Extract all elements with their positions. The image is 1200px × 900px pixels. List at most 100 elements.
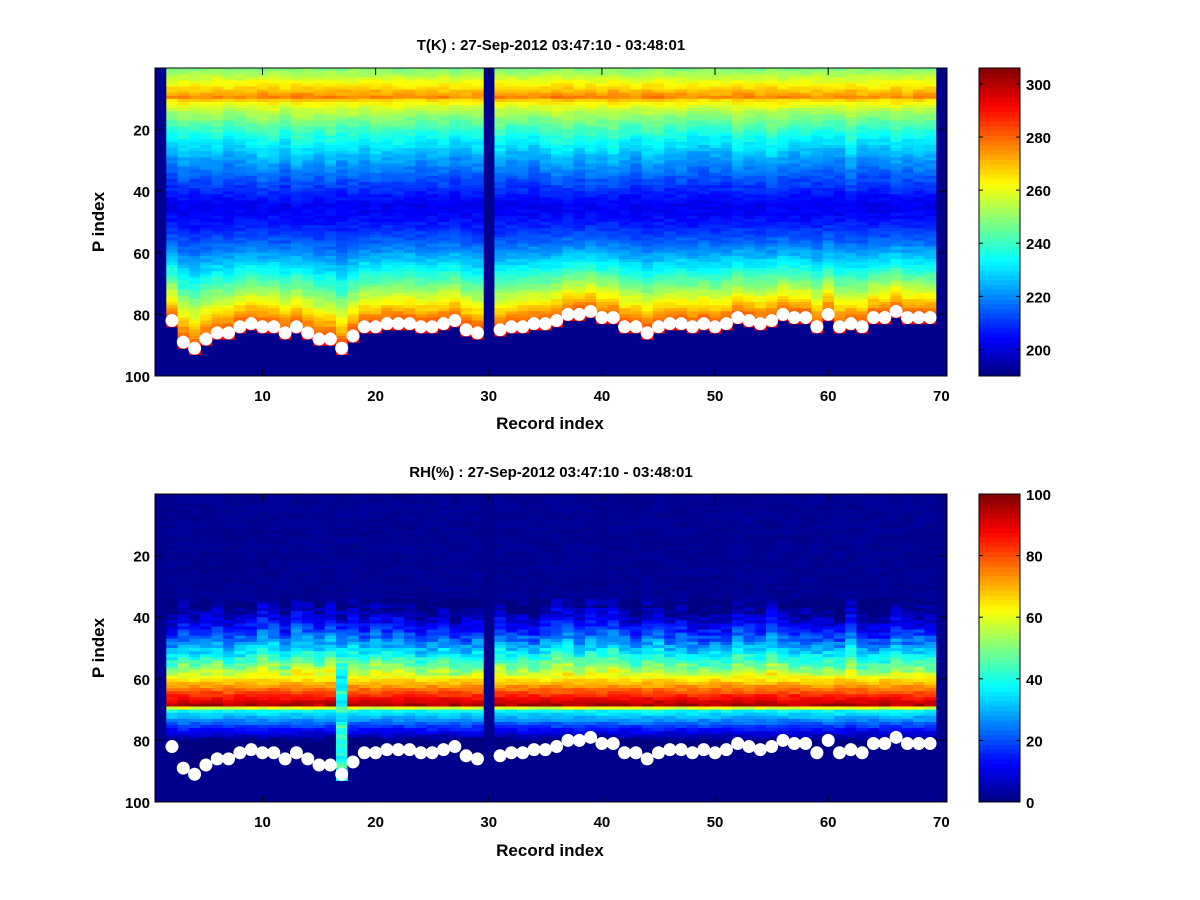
heatmap-cell [177,203,190,208]
heatmap-cell [449,299,462,303]
heatmap-cell [347,101,360,106]
heatmap-cell [449,222,462,226]
heatmap-cell [324,323,337,328]
heatmap-cell [369,95,382,100]
heatmap-cell [324,145,337,149]
heatmap-cell [618,68,631,72]
heatmap-cell [222,185,235,189]
heatmap-cell [381,129,394,134]
heatmap-cell [630,218,643,223]
heatmap-cell [211,80,224,84]
heatmap-cell [562,194,575,198]
heatmap-cell [302,148,314,152]
heatmap-cell [811,218,824,223]
heatmap-cell [245,188,258,192]
heatmap-cell [268,283,281,288]
heatmap-cell [811,274,824,279]
heatmap-cell [641,255,654,260]
heatmap-cell [607,286,620,291]
heatmap-cell [494,138,507,143]
heatmap-cell [336,194,348,198]
heatmap-cell [302,132,314,137]
heatmap-cell [720,132,733,137]
heatmap-cell [618,200,631,205]
heatmap-cell [279,154,292,158]
heatmap-cell [584,175,597,180]
heatmap-cell [584,274,597,279]
heatmap-cell [279,92,292,97]
heatmap-cell [381,89,394,94]
heatmap-cell [188,77,201,81]
heatmap-cell [630,141,643,146]
heatmap-cell [811,200,824,205]
heatmap-cell [720,178,733,183]
heatmap-cell [788,111,801,115]
heatmap-cell [641,323,654,328]
heatmap-cell [313,329,326,334]
heatmap-cell [392,240,405,245]
heatmap-cell [528,209,541,214]
heatmap-cell [449,120,462,125]
heatmap-cell [471,255,484,260]
heatmap-cell [720,68,733,72]
heatmap-cell [686,262,699,266]
heatmap-cell [528,197,541,202]
heatmap-cell [777,74,790,78]
heatmap-cell [799,305,812,309]
heatmap-cell [709,157,722,161]
heatmap-cell [551,265,563,269]
heatmap-cell [188,101,201,106]
heatmap-cell [720,101,733,106]
heatmap-cell [811,74,824,78]
heatmap-cell [268,163,281,168]
heatmap-cell [381,283,394,288]
heatmap-cell [720,234,733,238]
heatmap-cell [336,314,348,319]
heatmap-cell [528,83,541,88]
heatmap-cell [664,215,677,220]
heatmap-cell [573,145,586,149]
heatmap-cell [573,249,586,254]
heatmap-cell [426,175,439,180]
heatmap-cell [822,151,835,155]
heatmap-cell [732,114,744,118]
heatmap-cell [788,283,801,288]
heatmap-cell [177,68,190,72]
heatmap-cell [505,255,518,260]
heatmap-cell [381,203,394,208]
heatmap-cell [652,255,665,260]
heatmap-cell [607,151,620,155]
heatmap-cell [607,166,620,171]
heatmap-cell [799,172,812,177]
heatmap-cell [166,218,179,223]
heatmap-cell [732,80,744,84]
heatmap-cell [381,83,394,88]
heatmap-cell [811,169,824,174]
heatmap-cell [630,197,643,202]
heatmap-cell [234,169,247,174]
heatmap-cell [369,231,382,235]
heatmap-cell [166,240,179,245]
heatmap-cell [765,308,778,312]
heatmap-cell [403,234,416,238]
heatmap-cell [336,111,348,115]
heatmap-cell [177,92,190,97]
heatmap-cell [415,71,428,75]
heatmap-cell [584,234,597,238]
heatmap-cell [754,172,767,177]
heatmap-cell [200,194,213,198]
heatmap-cell [245,265,258,269]
heatmap-cell [324,111,337,115]
heatmap-cell [788,114,801,118]
heatmap-cell [403,246,416,251]
heatmap-cell [799,145,812,149]
heatmap-cell [290,169,303,174]
heatmap-column [732,68,744,325]
heatmap-cell [234,243,247,248]
heatmap-cell [392,135,405,140]
heatmap-cell [709,286,722,291]
heatmap-cell [788,148,801,152]
heatmap-cell [788,215,801,220]
heatmap-cell [347,268,360,272]
heatmap-cell [799,206,812,211]
